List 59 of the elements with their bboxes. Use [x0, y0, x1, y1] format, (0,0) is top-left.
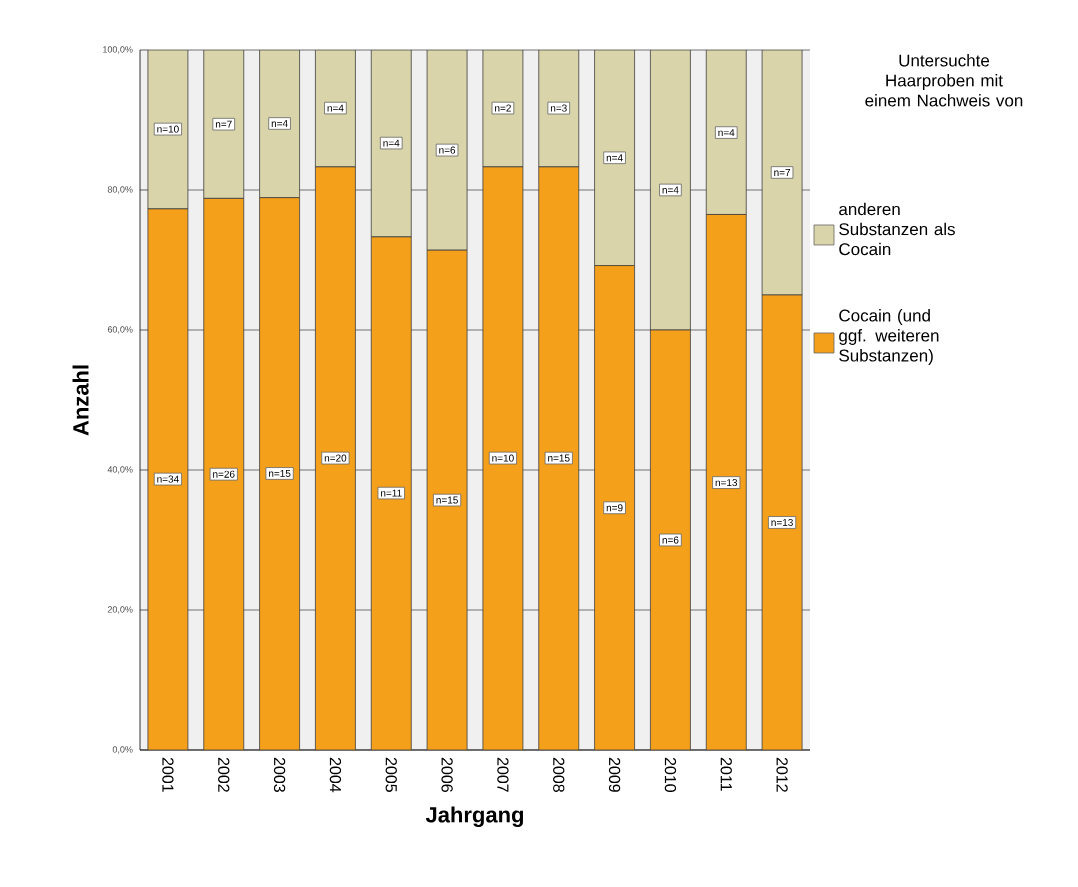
annotation: n=10	[157, 125, 179, 133]
y-tick-label: 60,0%	[107, 326, 133, 334]
x-tick-label: 2008	[553, 757, 565, 792]
x-tick-label: 2001	[162, 757, 174, 792]
annotation: n=4	[662, 186, 679, 194]
x-tick-label: 2002	[218, 757, 230, 792]
x-tick-label: 2005	[385, 757, 397, 792]
x-tick-label: 2012	[776, 757, 788, 792]
bar	[147, 208, 189, 750]
annotation: n=6	[662, 536, 679, 544]
annotation: n=3	[550, 104, 567, 112]
y-tick-label: 80,0%	[107, 186, 133, 194]
bar	[705, 214, 747, 750]
text: Cocain (und ggf. weiteren Substanzen)	[839, 309, 939, 365]
bar	[650, 329, 691, 750]
annotation: n=4	[271, 120, 288, 127]
y-tick-label: 20,0%	[107, 606, 133, 614]
y-tick-label: 40,0%	[107, 466, 133, 474]
annotation: n=26	[213, 470, 235, 478]
annotation: n=15	[548, 454, 570, 462]
annotation: n=4	[383, 139, 400, 147]
bar	[315, 166, 356, 750]
annotation: n=34	[157, 475, 179, 483]
x-tick-label: 2004	[329, 757, 342, 793]
bar	[370, 236, 412, 750]
x-tick-label: 2009	[608, 757, 621, 792]
annotation: n=2	[495, 104, 511, 112]
annotation: n=20	[324, 454, 347, 462]
annotation: n=4	[327, 104, 344, 112]
annotation: n=6	[439, 146, 456, 154]
x-tick-label: 2006	[441, 757, 453, 792]
annotation: n=7	[774, 169, 791, 176]
y-tick-label: 0,0%	[112, 746, 133, 754]
bar	[538, 166, 580, 750]
annotation: n=9	[606, 504, 623, 512]
legend-label: anderen Substanzen als Cocain	[839, 202, 955, 256]
annotation: n=4	[606, 154, 623, 162]
bar	[594, 265, 635, 750]
x-tick-label: 2007	[497, 757, 509, 792]
annotation: n=13	[771, 518, 793, 527]
x-tick-label: 2011	[720, 757, 732, 791]
x-tick-label: 2010	[664, 757, 677, 793]
x-tick-label: 2003	[273, 757, 286, 792]
bar	[426, 249, 468, 750]
y-axis-title: Anzahl	[72, 365, 89, 436]
bar	[482, 166, 524, 750]
annotation: n=10	[492, 454, 514, 462]
bar	[259, 197, 300, 750]
y-tick-label: 100,0%	[103, 46, 133, 54]
annotation: n=15	[268, 470, 291, 477]
annotation: n=13	[715, 479, 738, 487]
bar	[761, 294, 803, 750]
annotation: n=15	[436, 496, 458, 504]
annotation: n=4	[718, 129, 735, 137]
annotation: n=11	[381, 489, 402, 497]
bar	[203, 197, 245, 750]
annotation: n=7	[215, 120, 232, 128]
legend-title: Untersuchte Haarproben mit einem Nachweis von	[865, 54, 1023, 107]
x-axis-title: Jahrgang	[425, 806, 524, 827]
